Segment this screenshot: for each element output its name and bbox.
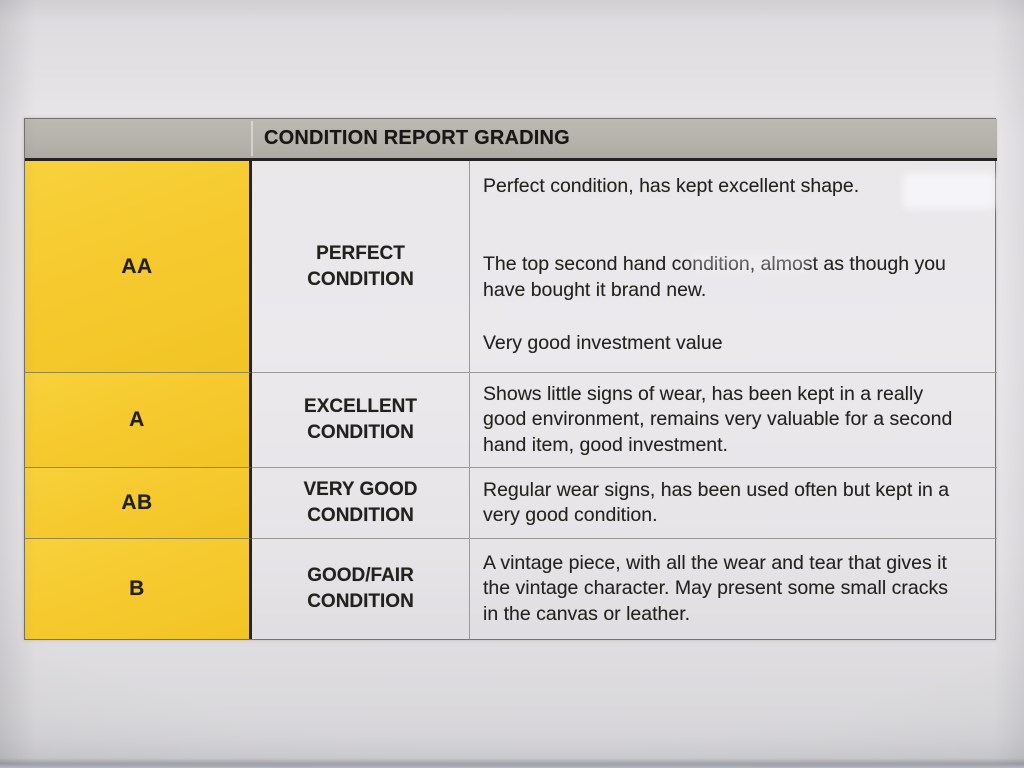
description-cell-aa: Perfect condition, has kept excellent sh…	[469, 161, 997, 373]
description-paragraph: A vintage piece, with all the wear and t…	[483, 551, 948, 625]
description-cell-a: Shows little signs of wear, has been kep…	[469, 373, 997, 468]
grade-cell-ab: AB	[25, 468, 252, 539]
description-paragraph: Regular wear signs, has been used often …	[483, 478, 950, 526]
table-title: CONDITION REPORT GRADING	[264, 127, 570, 149]
condition-cell-b: GOOD/FAIR CONDITION	[307, 565, 414, 612]
description-paragraph: Shows little signs of wear, has been kep…	[483, 382, 953, 456]
table-header-row: CONDITION REPORT GRADING	[25, 119, 997, 161]
condition-cell-ab: VERY GOOD CONDITION	[252, 468, 469, 539]
description-cell-ab: Regular wear signs, has been used often …	[469, 468, 997, 539]
description-paragraph: Perfect condition, has kept excellent sh…	[483, 175, 860, 197]
condition-cell-a: EXCELLENT CONDITION	[252, 373, 469, 468]
header-column-divider	[251, 121, 253, 156]
paper-bottom-edge	[0, 758, 1024, 768]
condition-cell-aa: PERFECT CONDITION	[252, 161, 469, 373]
grade-cell-a: A	[25, 373, 252, 468]
description-paragraph: Very good investment value	[483, 332, 723, 355]
grading-table: CONDITION REPORT GRADING AA PERFECT COND…	[24, 118, 997, 640]
description-paragraph: The top second hand condition, almost as…	[483, 253, 946, 301]
grade-cell-aa: AA	[25, 161, 252, 373]
description-cell-b: A vintage piece, with all the wear and t…	[469, 539, 997, 639]
grade-cell-b: B	[25, 539, 252, 639]
